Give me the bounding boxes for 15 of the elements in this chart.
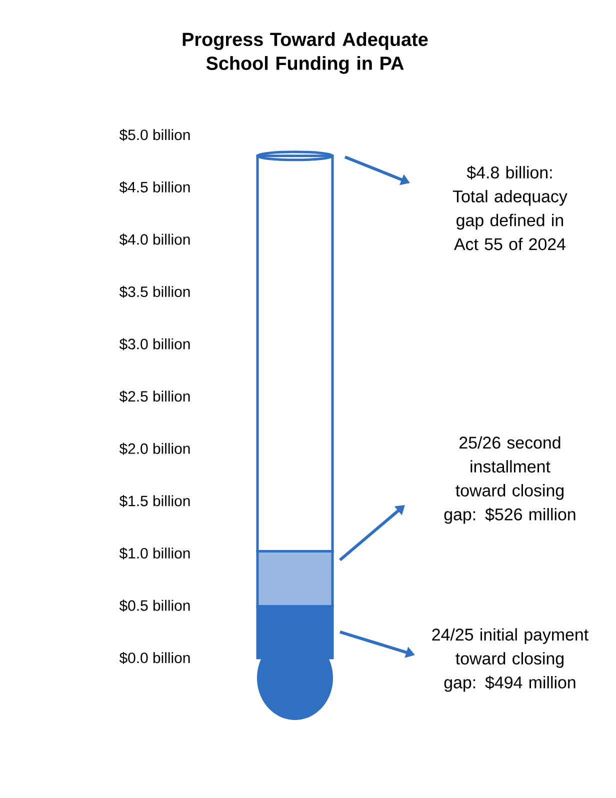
y-tick-label: $3.0 billion bbox=[119, 338, 190, 350]
y-tick-label: $2.5 billion bbox=[119, 390, 190, 403]
y-tick-label: $0.5 billion bbox=[119, 600, 190, 612]
chart-title: Progress Toward Adequate School Funding in PA bbox=[182, 32, 428, 74]
y-tick-label: $4.5 billion bbox=[119, 181, 190, 194]
y-tick-label: $0.0 billion bbox=[119, 652, 190, 664]
text: 24/25 initial payment toward closing gap: $494 million bbox=[432, 628, 588, 692]
y-tick-label: $5.0 billion bbox=[119, 128, 190, 142]
y-tick-label: $4.0 billion bbox=[119, 234, 190, 246]
y-tick-label: $1.0 billion bbox=[119, 547, 190, 560]
y-tick-label: $1.5 billion bbox=[119, 495, 190, 508]
y-tick-label: $2.0 billion bbox=[119, 442, 190, 455]
text: $4.8 billion: Total adequacy gap defined in Act 55 of 2024 bbox=[452, 166, 568, 250]
y-tick-label: $3.5 billion bbox=[119, 286, 190, 298]
text: 25/26 second installment toward closing gap: $526 million bbox=[444, 436, 576, 524]
